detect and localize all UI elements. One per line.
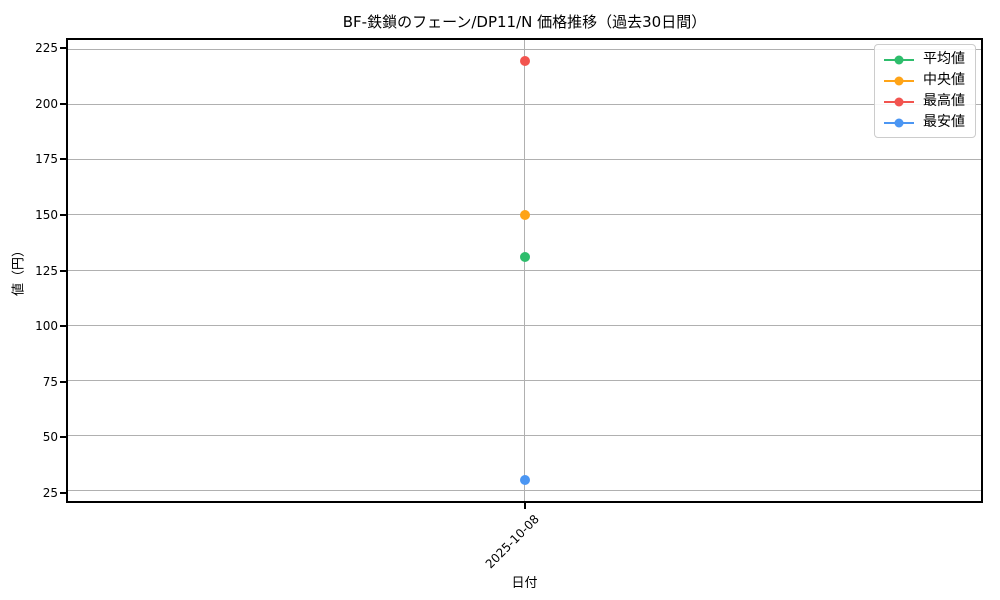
legend-item: 最安値 bbox=[884, 115, 965, 130]
y-tick-mark bbox=[60, 213, 66, 216]
y-tick-label: 175 bbox=[35, 152, 58, 167]
y-gridline bbox=[68, 379, 981, 381]
y-tick-mark bbox=[60, 325, 66, 328]
y-tick-mark bbox=[60, 380, 66, 383]
legend-label: 最高値 bbox=[923, 93, 965, 109]
y-tick-label: 225 bbox=[35, 41, 58, 55]
legend-dot bbox=[894, 118, 904, 127]
y-gridline bbox=[68, 48, 981, 50]
y-tick-label: 100 bbox=[35, 319, 58, 334]
y-tick-mark bbox=[60, 158, 66, 161]
y-tick-label: 25 bbox=[42, 485, 58, 500]
legend-item: 平均値 bbox=[884, 52, 965, 67]
y-gridline bbox=[68, 269, 981, 271]
x-tick-mark bbox=[523, 503, 526, 509]
legend-dot bbox=[894, 76, 904, 85]
y-tick-label: 150 bbox=[35, 207, 58, 222]
y-tick-label: 75 bbox=[42, 374, 58, 389]
legend-marker-icon bbox=[884, 75, 914, 86]
data-point-平均値 bbox=[519, 252, 530, 263]
y-gridline bbox=[68, 104, 981, 106]
y-tick-mark bbox=[60, 436, 66, 439]
y-gridline bbox=[68, 159, 981, 161]
plot-area: 平均値中央値最高値最安値 bbox=[66, 38, 983, 503]
y-tick-mark bbox=[60, 491, 66, 494]
y-tick-mark bbox=[60, 269, 66, 272]
y-gridline bbox=[68, 434, 981, 436]
legend-marker-icon bbox=[884, 117, 914, 128]
y-gridline bbox=[68, 324, 981, 326]
data-point-最高値 bbox=[519, 55, 530, 66]
legend-marker-icon bbox=[884, 96, 914, 107]
legend-marker-icon bbox=[884, 54, 914, 65]
legend-label: 平均値 bbox=[923, 51, 965, 67]
x-gridline bbox=[524, 40, 525, 501]
legend-dot bbox=[894, 55, 904, 64]
y-tick-mark bbox=[60, 47, 66, 49]
y-tick-label: 125 bbox=[35, 263, 58, 278]
legend: 平均値中央値最高値最安値 bbox=[874, 44, 976, 138]
x-axis-label: 日付 bbox=[511, 576, 538, 591]
x-tick-label: 2025-10-08 bbox=[482, 512, 542, 572]
y-tick-label: 50 bbox=[42, 430, 58, 445]
data-point-中央値 bbox=[519, 210, 530, 221]
y-tick-mark bbox=[60, 102, 66, 105]
chart-title: BF-鉄鎖のフェーン/DP11/N 価格推移（過去30日間） bbox=[342, 13, 707, 31]
y-tick-label: 200 bbox=[35, 96, 58, 111]
legend-item: 最高値 bbox=[884, 94, 965, 109]
y-gridline bbox=[68, 490, 981, 492]
data-point-最安値 bbox=[519, 475, 530, 486]
legend-item: 中央値 bbox=[884, 73, 965, 88]
legend-label: 中央値 bbox=[923, 72, 965, 88]
legend-label: 最安値 bbox=[923, 114, 965, 130]
legend-dot bbox=[894, 97, 904, 106]
